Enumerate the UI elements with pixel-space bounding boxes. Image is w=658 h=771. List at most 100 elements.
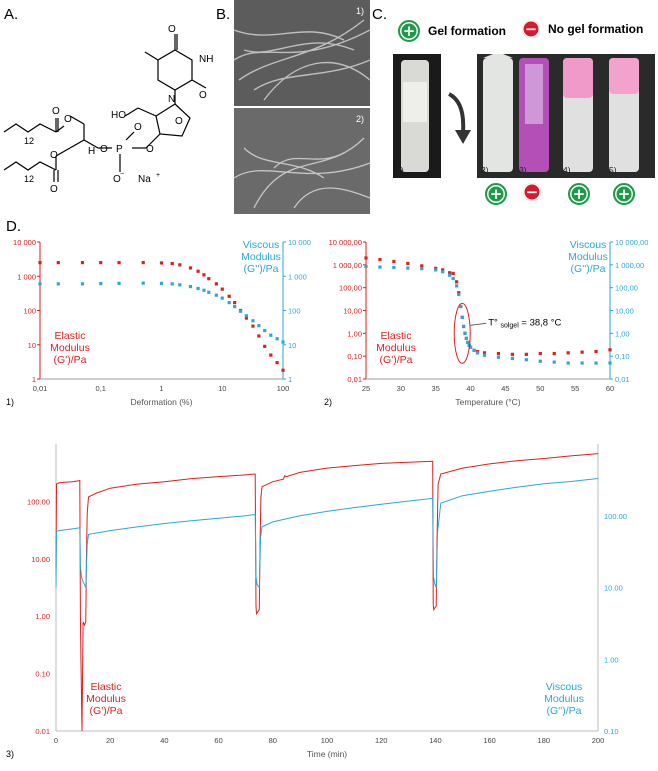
y-tick-label-right: 100.00 — [604, 512, 627, 521]
x-axis-title: Temperature (°C) — [455, 397, 520, 407]
svg-text:NH: NH — [199, 54, 213, 65]
elastic-point — [455, 280, 459, 284]
viscous-point — [468, 345, 473, 349]
viscous-point — [510, 356, 514, 360]
vial-label-5: 5) — [609, 165, 617, 175]
y-tick-label-left: 1,00 — [347, 329, 362, 338]
sem-image-1: 1) — [234, 0, 370, 106]
elastic-point — [448, 271, 452, 275]
elastic-point — [441, 268, 445, 272]
x-tick-label: 1 — [159, 384, 163, 393]
elastic-label-line: Elastic — [91, 681, 122, 693]
elastic-point — [214, 282, 218, 286]
y-tick-label-left: 1 000,00 — [333, 261, 362, 270]
viscous-point — [159, 281, 164, 285]
viscous-point — [202, 288, 206, 292]
panel-label: 1) — [6, 397, 14, 407]
elastic-point — [580, 350, 584, 354]
viscous-point — [238, 309, 243, 313]
viscous-point — [434, 268, 438, 272]
elastic-point — [510, 352, 514, 356]
x-tick-label: 35 — [432, 384, 440, 393]
x-axis-title: Deformation (%) — [131, 397, 193, 407]
x-tick-label: 30 — [397, 384, 405, 393]
panel-letter-b: B. — [216, 6, 231, 23]
plus-icon: + — [398, 20, 420, 42]
elastic-point — [170, 261, 174, 266]
y-tick-label-left: 100 — [23, 307, 36, 316]
elastic-point — [281, 368, 285, 372]
minus-icon: − — [523, 183, 541, 201]
x-tick-label: 0,01 — [33, 384, 48, 393]
viscous-point — [117, 281, 121, 285]
viscous-point — [406, 266, 410, 270]
y-tick-label-right: 10 — [288, 341, 296, 350]
x-tick-label: 0,1 — [96, 384, 106, 393]
x-tick-label: 140 — [429, 736, 442, 745]
elastic-point — [188, 266, 193, 270]
viscous-label-line: Modulus — [568, 251, 608, 263]
svg-text:O: O — [64, 114, 72, 125]
viscous-point — [99, 282, 103, 286]
viscous-point — [566, 361, 570, 365]
x-tick-label: 100 — [321, 736, 334, 745]
y-tick-label-left: 100,00 — [339, 284, 362, 293]
y-tick-label-right: 0,10 — [615, 352, 630, 361]
sem-fibers-2 — [234, 108, 370, 214]
panel-label: 3) — [6, 749, 14, 759]
svg-text:O: O — [175, 116, 183, 127]
viscous-point — [475, 351, 480, 355]
annotation-leader — [470, 322, 487, 326]
viscous-point — [207, 290, 211, 294]
viscous-point — [392, 265, 396, 270]
elastic-label-line: Modulus — [50, 342, 90, 354]
phosphate-p: P — [116, 144, 123, 155]
y-tick-label-right: 1 000,00 — [615, 261, 644, 270]
gel-formation-label: Gel formation — [428, 24, 507, 38]
x-tick-label: 25 — [362, 384, 370, 393]
svg-text:+: + — [156, 172, 160, 179]
viscous-point — [466, 340, 470, 345]
viscous-point — [281, 340, 285, 344]
elastic-point — [80, 261, 85, 265]
legend-gel: + Gel formation — [398, 20, 506, 42]
elastic-point — [269, 353, 273, 357]
svg-text:O: O — [100, 144, 108, 155]
viscous-label-line: (G'')/Pa — [571, 263, 606, 275]
viscous-point — [80, 282, 85, 286]
y-tick-label-left: 10,00 — [343, 307, 362, 316]
elastic-point — [406, 261, 410, 266]
elastic-point — [196, 269, 200, 273]
x-tick-label: 200 — [592, 736, 605, 745]
panel-letter-c: C. — [372, 6, 387, 23]
viscous-point — [420, 267, 424, 271]
chart-temperature: 0,01 0,10 1,00 10,00 100,00 1 000,00 10 000,00… — [324, 238, 648, 407]
viscous-point — [448, 273, 452, 277]
vial-status-5: + — [613, 183, 635, 205]
viscous-point — [441, 270, 445, 274]
viscous-point — [457, 292, 461, 297]
y-tick-label-right: 10,00 — [615, 307, 634, 316]
elastic-point — [117, 261, 121, 265]
no-gel-formation-label: No gel formation — [548, 22, 644, 36]
x-axis-title: Time (min) — [307, 749, 347, 759]
svg-text:O: O — [134, 122, 142, 133]
viscous-point — [538, 359, 542, 363]
vial-status-4: + — [568, 183, 590, 205]
svg-text:O: O — [50, 150, 58, 161]
viscous-label-line: (G'')/Pa — [244, 263, 279, 275]
x-tick-label: 50 — [536, 384, 544, 393]
y-tick-label-right: 0,01 — [615, 375, 630, 384]
x-tick-label: 40 — [160, 736, 168, 745]
elastic-point — [524, 352, 528, 356]
viscous-point — [244, 314, 249, 318]
x-tick-label: 180 — [538, 736, 551, 745]
y-tick-label-right: 1.00 — [604, 655, 619, 664]
x-tick-label: 45 — [501, 384, 509, 393]
elastic-point — [552, 351, 556, 356]
elastic-point — [457, 291, 461, 295]
elastic-point — [251, 324, 255, 328]
y-tick-label-right: 10.00 — [604, 584, 623, 593]
viscous-point — [214, 293, 218, 297]
elastic-point — [420, 264, 424, 268]
